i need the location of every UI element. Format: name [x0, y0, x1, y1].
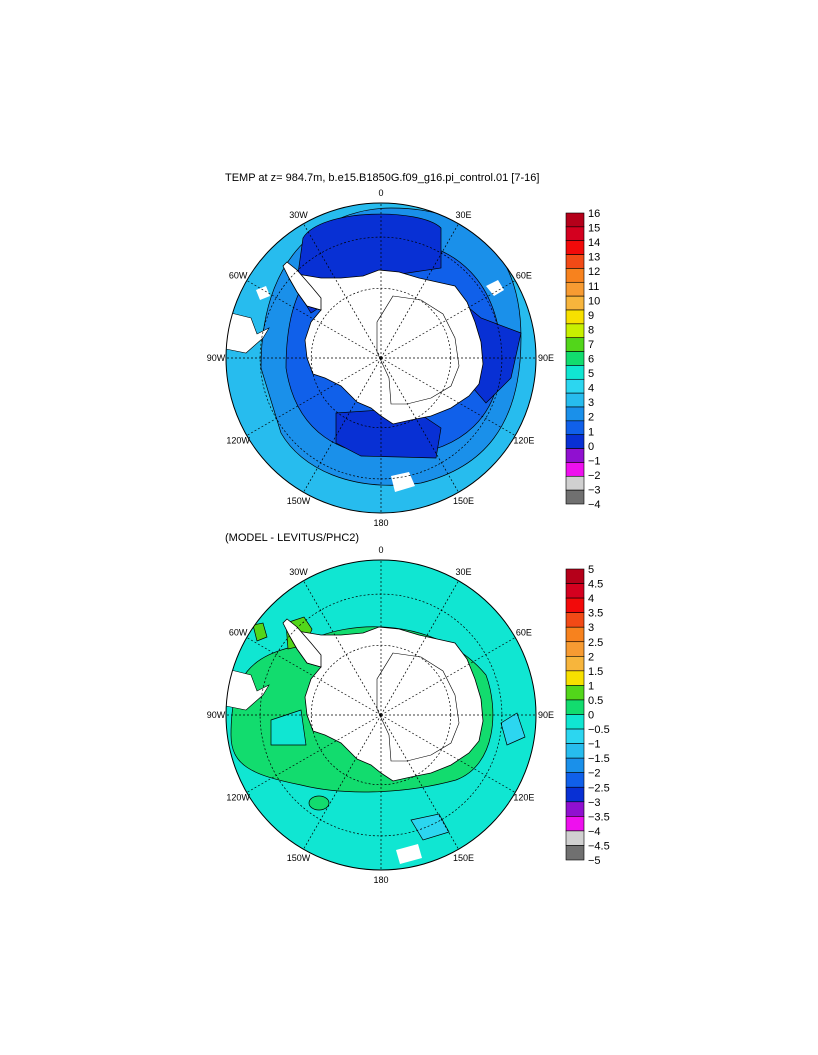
top-colorbar-swatch: [565, 489, 585, 505]
top-lon-label: 120W: [226, 436, 250, 446]
top-lon-label: 150E: [453, 496, 474, 506]
top-lon-label: 90W: [207, 353, 226, 363]
top-colorbar-label: 4: [588, 383, 594, 395]
top-colorbar-label: −2: [588, 470, 601, 482]
top-colorbar-label: 12: [588, 266, 600, 278]
top-colorbar-label: 0: [588, 441, 594, 453]
top-colorbar-swatch: [565, 462, 585, 477]
top-colorbar-label: 13: [588, 252, 600, 264]
bottom-panel-title: (MODEL - LEVITUS/PHC2): [225, 532, 360, 544]
top-lon-label: 60W: [229, 271, 248, 281]
top-lon-label: 90E: [538, 353, 554, 363]
top-lon-label: 180: [373, 518, 388, 528]
top-colorbar-swatch: [565, 392, 585, 408]
top-colorbar-swatch: [565, 475, 585, 491]
top-colorbar-swatch: [565, 309, 585, 325]
top-colorbar-label: 9: [588, 310, 594, 322]
top-panel-title: TEMP at z= 984.7m, b.e15.B1850G.f09_g16.…: [225, 172, 540, 184]
top-colorbar-label: 14: [588, 237, 600, 249]
top-colorbar-swatch: [565, 323, 585, 339]
top-lon-label: 60E: [516, 271, 532, 281]
top-colorbar-swatch: [565, 406, 585, 422]
top-colorbar-label: −1: [588, 455, 601, 467]
top-lon-label: 120E: [513, 436, 534, 446]
top-colorbar-label: 5: [588, 368, 594, 380]
top-lon-label: 150W: [287, 496, 311, 506]
top-lon-label: 30E: [455, 210, 471, 220]
top-colorbar-label: 15: [588, 223, 600, 235]
top-lon-label: 0: [378, 188, 383, 198]
top-colorbar-label: −4: [588, 499, 601, 511]
top-lon-label: 30W: [289, 210, 308, 220]
top-colorbar-swatch: [565, 434, 585, 449]
top-colorbar-swatch: [565, 351, 585, 366]
top-colorbar-swatch: [565, 337, 585, 352]
top-colorbar-swatch: [565, 448, 585, 463]
top-colorbar-swatch: [565, 226, 585, 242]
top-colorbar-swatch: [565, 295, 585, 311]
top-colorbar-label: 16: [588, 208, 600, 220]
top-colorbar-label: 2: [588, 412, 594, 424]
top-colorbar-swatch: [565, 420, 585, 436]
top-colorbar-label: −3: [588, 484, 601, 496]
top-colorbar-label: 1: [588, 426, 594, 438]
top-colorbar-swatch: [565, 212, 585, 228]
top-colorbar-swatch: [565, 268, 585, 283]
top-map-field: [226, 203, 536, 513]
top-colorbar-label: 6: [588, 354, 594, 366]
top-colorbar-swatch: [565, 254, 585, 269]
top-colorbar-swatch: [565, 281, 585, 297]
top-colorbar-label: 8: [588, 324, 594, 336]
top-colorbar-label: 3: [588, 397, 594, 409]
top-colorbar-label: 7: [588, 339, 594, 351]
top-colorbar-label: 11: [588, 281, 599, 293]
top-colorbar-swatch: [565, 365, 585, 380]
top-colorbar-label: 10: [588, 295, 600, 307]
top-map-boundary: [225, 202, 537, 514]
top-colorbar-swatch: [565, 240, 585, 255]
top-colorbar-swatch: [565, 378, 585, 394]
